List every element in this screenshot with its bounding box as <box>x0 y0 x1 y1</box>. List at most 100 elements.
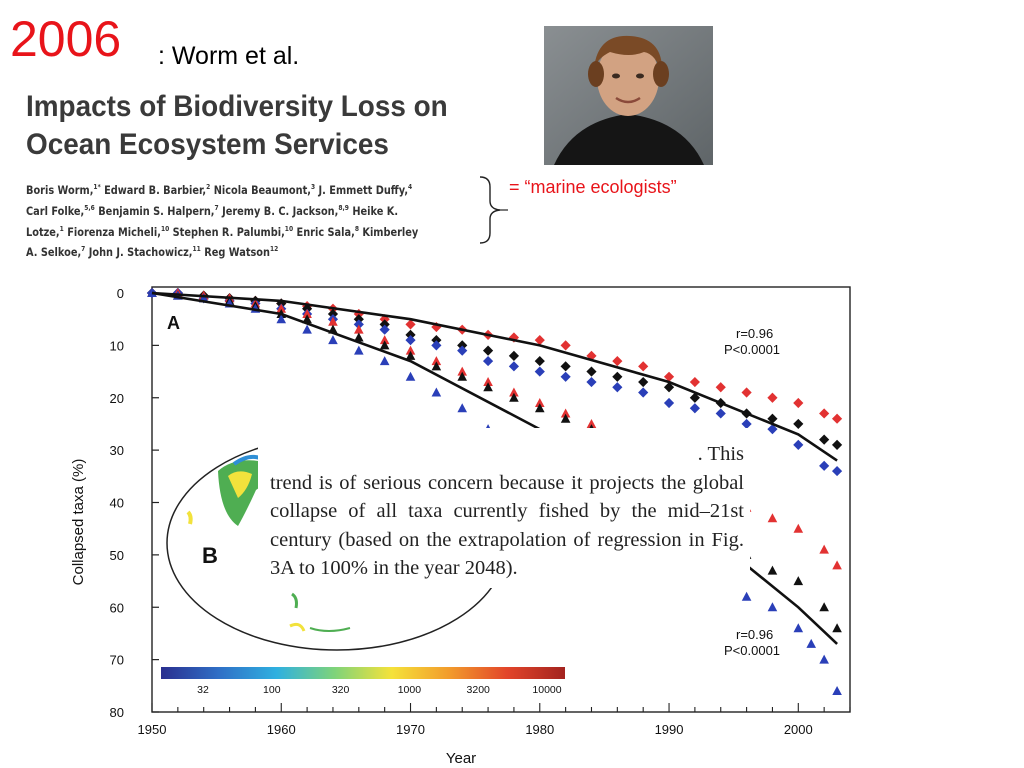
diamond-point <box>831 465 843 477</box>
x-tick-label: 1950 <box>138 722 167 737</box>
y-tick-label: 20 <box>110 391 124 406</box>
triangle-point <box>302 308 312 318</box>
triangle-point <box>586 418 597 428</box>
triangle-point <box>741 591 752 601</box>
diamond-point <box>638 376 649 388</box>
colorbar-tick-label: 10000 <box>532 684 561 696</box>
diamond-point <box>689 376 700 388</box>
author-affiliation: 8,9 <box>338 203 349 212</box>
author-affiliation: 1* <box>93 183 101 191</box>
diamond-point <box>534 366 545 377</box>
diamond-point <box>560 371 571 382</box>
diamond-point <box>482 355 494 367</box>
author-name: Nicola Beaumont, <box>213 182 311 197</box>
stats-top-p: P<0.0001 <box>724 342 780 357</box>
triangle-point <box>405 371 416 381</box>
triangle-point <box>405 345 416 355</box>
x-axis-label: Year <box>446 750 476 767</box>
author-affiliation: 7 <box>81 245 86 254</box>
diamond-point <box>767 392 778 403</box>
triangle-point <box>276 303 287 313</box>
diamond-point <box>689 392 700 403</box>
x-tick-label: 1970 <box>396 722 425 737</box>
slide-citation: : Worm et al. <box>158 42 300 70</box>
triangle-point <box>819 654 829 664</box>
diamond-point <box>819 434 830 445</box>
author-affiliation: 1 <box>59 224 64 233</box>
paper-title-line-2: Ocean Ecosystem Services <box>26 128 389 161</box>
diamond-point <box>831 413 843 424</box>
triangle-point <box>147 288 157 297</box>
triangle-point <box>509 387 519 397</box>
triangle-point <box>431 356 442 366</box>
quote-box <box>258 428 750 588</box>
quote-body: trend is of serious concern because it p… <box>270 471 744 580</box>
triangle-point <box>793 623 804 633</box>
plot-frame <box>151 286 851 713</box>
diamond-point <box>405 335 416 346</box>
diamond-point <box>831 439 843 450</box>
y-tick-label: 60 <box>110 600 124 615</box>
chart-axes: 0 10 20 30 40 50 60 70 80 1950 1960 1970 1980 1990 200… <box>110 286 851 737</box>
author-name: Benjamin S. Halpern, <box>98 203 215 218</box>
author-affiliation: 3 <box>310 183 316 191</box>
diamond-point <box>586 366 597 377</box>
x-tick-label: 1980 <box>525 722 554 737</box>
triangle-point <box>560 408 571 418</box>
stats-top-r: r=0.96 <box>736 326 773 341</box>
y-axis-label: Collapsed taxa (%) <box>70 459 87 586</box>
y-tick-label: 80 <box>110 705 124 720</box>
paper-authors: Boris Worm,1* Edward B. Barbier,2 Nicola… <box>26 178 426 261</box>
triangle-point <box>302 314 312 324</box>
x-tick-label: 1960 <box>267 722 296 737</box>
triangle-point <box>431 387 442 397</box>
x-tick-label: 1990 <box>655 722 684 737</box>
author-name: Edward B. Barbier, <box>104 182 207 197</box>
panel-label-b-text: B <box>202 543 218 568</box>
diamond-point <box>612 355 623 367</box>
stats-bottom-r: r=0.96 <box>736 627 773 642</box>
triangle-point <box>509 392 519 402</box>
diamond-point <box>715 382 726 393</box>
diamond-point <box>379 324 390 335</box>
triangle-point <box>379 356 390 366</box>
diamond-point <box>560 361 571 372</box>
y-tick-label: 10 <box>110 338 124 353</box>
diamond-point <box>819 408 830 419</box>
author-name: Reg Watson <box>204 245 270 260</box>
y-tick-label: 0 <box>117 286 124 301</box>
author-affiliation: 5,6 <box>84 203 95 212</box>
triangle-point <box>819 544 829 554</box>
triangle-point <box>832 623 842 633</box>
diamond-point <box>431 340 442 351</box>
diamond-point <box>793 439 804 450</box>
author-affiliation: 10 <box>160 224 170 233</box>
author-brace <box>479 176 508 244</box>
triangle-point <box>379 335 390 345</box>
triangle-point <box>379 340 390 350</box>
panel-label-a: A <box>167 313 180 333</box>
author-name: Enric Sala, <box>296 224 355 239</box>
trend-line <box>151 291 838 462</box>
panel-label-b: B <box>202 543 218 568</box>
triangle-point <box>534 397 545 407</box>
y-tick-label: 30 <box>110 443 124 458</box>
diamond-point <box>638 361 649 372</box>
author-name: Boris Worm, <box>26 182 94 197</box>
author-name: Kimberley A. Selkoe, <box>26 224 419 260</box>
colorbar-strip <box>161 667 565 679</box>
author-name: Carl Folke, <box>26 203 85 218</box>
quote-lead: . This <box>697 443 744 465</box>
diamond-point <box>663 382 675 393</box>
triangle-point <box>767 565 778 575</box>
triangle-point <box>819 602 829 612</box>
x-tick-label: 2000 <box>784 722 813 737</box>
author-affiliation: 8 <box>354 224 359 233</box>
colorbar-tick-label: 3200 <box>467 684 491 696</box>
author-name: Heike K. Lotze, <box>26 203 399 239</box>
triangle-point <box>457 371 468 381</box>
diamond-point <box>457 345 468 356</box>
diamond-point <box>508 361 520 372</box>
stats-bottom-p: P<0.0001 <box>724 643 780 658</box>
triangle-point <box>832 560 842 570</box>
